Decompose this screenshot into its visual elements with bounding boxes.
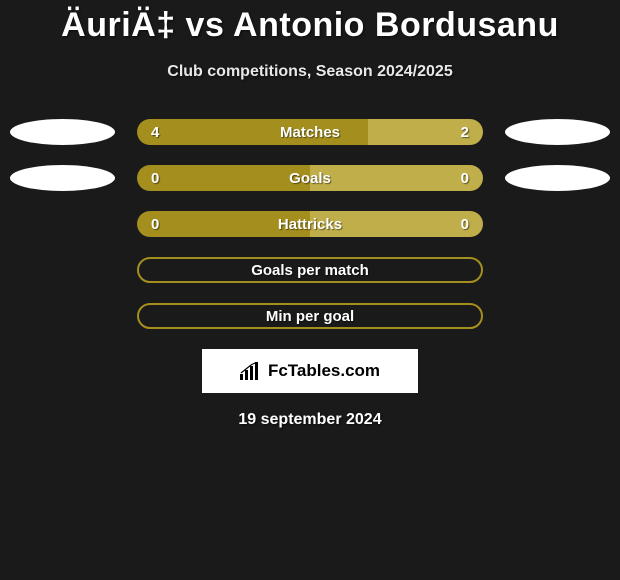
date-text: 19 september 2024 (0, 411, 620, 429)
stat-bar-empty: Goals per match (137, 257, 483, 283)
page-subtitle: Club competitions, Season 2024/2025 (0, 63, 620, 81)
stat-row: Goals per match (0, 257, 620, 283)
stat-bar-empty: Min per goal (137, 303, 483, 329)
stat-bar: 00Goals (137, 165, 483, 191)
stat-left-value: 0 (137, 165, 310, 191)
badge-label: FcTables.com (268, 361, 380, 381)
player-right-avatar (505, 119, 610, 145)
stat-rows: 42Matches 00Goals 00Hattricks Goals per mat… (0, 119, 620, 329)
fctables-badge[interactable]: FcTables.com (202, 349, 418, 393)
stat-left-value: 4 (137, 119, 368, 145)
player-left-avatar (10, 165, 115, 191)
stat-right-value: 2 (368, 119, 483, 145)
stat-row: Min per goal (0, 303, 620, 329)
stat-row: 00Hattricks (0, 211, 620, 237)
player-left-avatar (10, 119, 115, 145)
stat-right-value: 0 (310, 165, 483, 191)
player-right-avatar (505, 165, 610, 191)
stat-right-value: 0 (310, 211, 483, 237)
chart-icon (240, 362, 262, 380)
stat-bar: 42Matches (137, 119, 483, 145)
stat-bar: 00Hattricks (137, 211, 483, 237)
stat-left-value: 0 (137, 211, 310, 237)
stat-row: 00Goals (0, 165, 620, 191)
stat-row: 42Matches (0, 119, 620, 145)
page-title: ÄuriÄ‡ vs Antonio Bordusanu (0, 0, 620, 45)
